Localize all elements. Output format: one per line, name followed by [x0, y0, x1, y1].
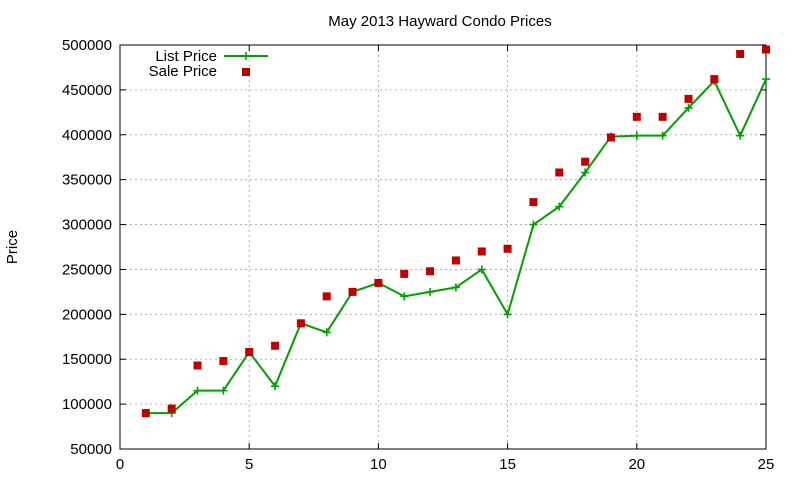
point-list-price [555, 202, 564, 211]
point-sale-price [400, 269, 409, 278]
point-list-price [477, 265, 486, 274]
x-tick-label: 10 [370, 456, 387, 473]
point-sale-price [271, 341, 280, 350]
point-sale-price [245, 348, 254, 357]
point-sale-price [219, 357, 228, 366]
point-sale-price [451, 256, 460, 265]
y-tick-label: 350000 [62, 172, 112, 189]
x-tick-label: 5 [245, 456, 253, 473]
point-list-price [762, 75, 770, 84]
point-sale-price [322, 292, 331, 301]
series-line-list-price [145, 78, 767, 415]
point-sale-price [348, 287, 357, 296]
x-tick-label: 20 [628, 456, 645, 473]
series-layer [141, 45, 770, 418]
y-tick-label: 250000 [62, 261, 112, 278]
point-list-price [581, 168, 590, 177]
point-sale-price [710, 75, 719, 84]
point-sale-price [426, 267, 435, 276]
point-list-price [271, 382, 280, 391]
point-sale-price [555, 168, 564, 177]
legend-plus [242, 52, 250, 60]
legend-marker-list-price [242, 52, 250, 60]
axis-ticks: 50000 100000 150000 200000 250000 300000 35000… [62, 37, 774, 473]
point-list-price [426, 287, 435, 296]
point-list-price [322, 328, 331, 337]
chart-title: May 2013 Hayward Condo Prices [328, 13, 551, 30]
point-sale-price [167, 404, 176, 413]
y-tick-label: 500000 [62, 37, 112, 54]
y-tick-label: 450000 [62, 82, 112, 99]
legend: List Price Sale Price [149, 48, 268, 80]
point-sale-price [581, 157, 590, 166]
y-axis-label: Price [4, 230, 21, 264]
point-sale-price [684, 94, 693, 103]
point-sale-price [736, 49, 745, 58]
point-list-price [736, 131, 745, 140]
point-sale-price [503, 244, 512, 253]
point-list-price [400, 292, 409, 301]
x-tick-label: 25 [758, 456, 775, 473]
point-sale-price [477, 247, 486, 256]
point-list-price [451, 283, 460, 292]
point-list-price [503, 310, 512, 319]
y-tick-label: 400000 [62, 127, 112, 144]
point-sale-price [658, 112, 667, 121]
point-sale-price [529, 198, 538, 207]
point-sale-price [632, 112, 641, 121]
point-list-price [219, 386, 228, 395]
y-tick-label: 200000 [62, 306, 112, 323]
grid-lines [120, 45, 766, 449]
point-sale-price [374, 278, 383, 287]
point-sale-price [141, 409, 150, 418]
x-tick-label: 0 [116, 456, 124, 473]
legend-swatch-sale-price [242, 68, 250, 76]
plot-area [119, 44, 767, 450]
point-list-price [193, 386, 202, 395]
y-tick-label: 50000 [70, 441, 112, 458]
point-sale-price [193, 361, 202, 370]
y-tick-label: 300000 [62, 217, 112, 234]
point-list-price [632, 131, 641, 140]
x-tick-label: 15 [499, 456, 516, 473]
y-tick-label: 100000 [62, 396, 112, 413]
y-tick-label: 150000 [62, 351, 112, 368]
point-list-price [684, 103, 693, 112]
point-sale-price [762, 45, 770, 54]
point-list-price [658, 131, 667, 140]
legend-label-list-price: List Price [155, 48, 217, 65]
legend-label-sale-price: Sale Price [149, 63, 217, 80]
point-sale-price [296, 319, 305, 328]
point-list-price [529, 220, 538, 229]
point-sale-price [606, 133, 615, 142]
